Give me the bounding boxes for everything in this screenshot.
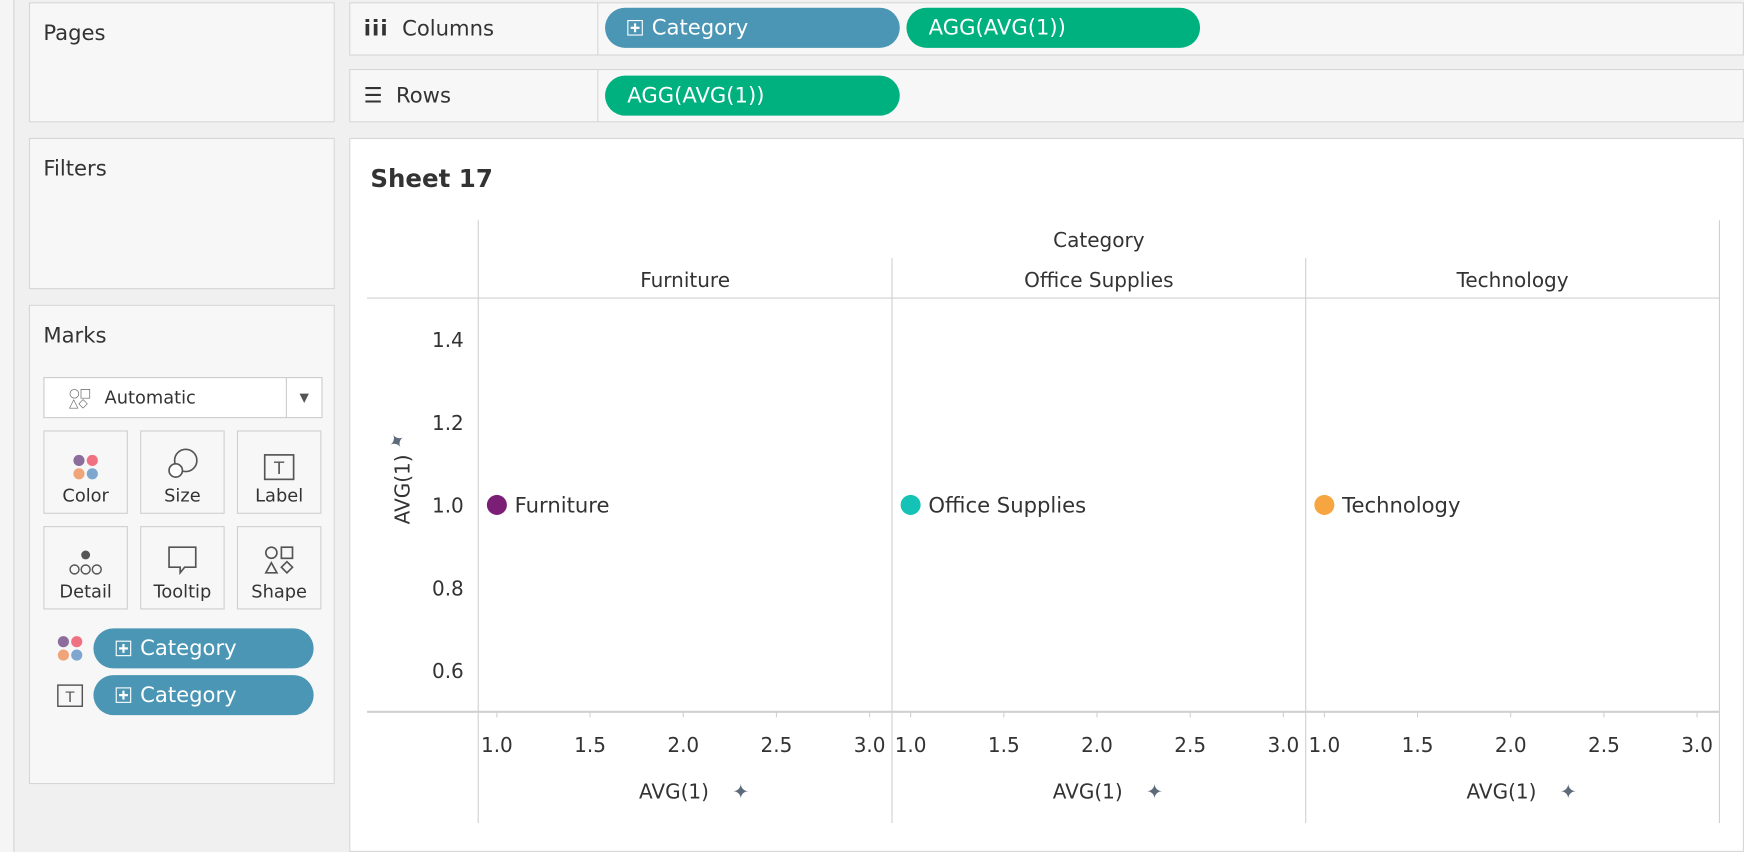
pill-label: Category <box>140 636 237 661</box>
columns-label: iii Columns <box>350 3 599 55</box>
label-category-pill[interactable]: Category <box>93 675 314 716</box>
detail-label: Detail <box>59 580 112 602</box>
columns-text: Columns <box>402 16 495 42</box>
rows-text: Rows <box>395 83 451 108</box>
pill-label: AGG(AVG(1)) <box>928 15 1066 41</box>
color-icon <box>57 635 84 666</box>
expand-icon <box>627 20 643 36</box>
detail-card[interactable]: Detail <box>43 526 128 610</box>
filters-title: Filters <box>43 156 107 182</box>
size-card[interactable]: Size <box>140 430 225 514</box>
columns-category-pill[interactable]: Category <box>605 7 900 48</box>
rows-icon: ☰ <box>363 83 383 108</box>
shapes-icon: ○□ △◇ <box>68 385 92 410</box>
color-category-pill[interactable]: Category <box>93 628 314 669</box>
tooltip-icon <box>141 527 223 576</box>
marks-title: Marks <box>43 323 107 349</box>
columns-shelf[interactable]: iii Columns Category AGG(AVG(1)) <box>349 2 1744 56</box>
svg-text:T: T <box>65 690 75 706</box>
text-icon: T <box>238 432 320 481</box>
pill-label: AGG(AVG(1)) <box>627 83 765 108</box>
expand-icon <box>115 640 132 657</box>
color-card[interactable]: Color <box>43 430 128 514</box>
label-card[interactable]: T Label <box>236 430 322 514</box>
rows-label: ☰ Rows <box>350 70 599 122</box>
rows-measure-pill[interactable]: AGG(AVG(1)) <box>605 75 900 116</box>
detail-icon <box>44 527 126 576</box>
filters-shelf[interactable]: Filters <box>28 137 335 290</box>
tooltip-card[interactable]: Tooltip <box>140 526 225 610</box>
color-label: Color <box>62 484 109 507</box>
mark-type-value: Automatic <box>104 387 196 409</box>
left-strip <box>0 0 15 852</box>
expand-icon <box>115 687 132 703</box>
sheet-title: Sheet 17 <box>370 165 493 194</box>
rows-shelf[interactable]: ☰ Rows AGG(AVG(1)) <box>349 68 1744 123</box>
color-icon <box>44 432 126 481</box>
pages-title: Pages <box>43 21 106 46</box>
tooltip-label: Tooltip <box>153 580 212 602</box>
marks-card: Marks ○□ △◇ Automatic ▼ Color Size T Label… <box>28 304 335 785</box>
label-icon: T <box>57 684 86 713</box>
label-label: Label <box>255 484 304 507</box>
pill-label: Category <box>140 682 237 708</box>
sheet-view: Sheet 17 <box>349 137 1744 852</box>
size-label: Size <box>164 484 201 507</box>
svg-text:T: T <box>273 459 285 478</box>
shape-label: Shape <box>251 580 308 602</box>
size-icon <box>141 432 223 481</box>
columns-icon: iii <box>363 16 389 42</box>
mark-type-dropdown[interactable]: ○□ △◇ Automatic ▼ <box>43 377 323 419</box>
pill-label: Category <box>651 15 749 41</box>
chevron-down-icon[interactable]: ▼ <box>285 378 322 418</box>
shape-card[interactable]: Shape <box>236 526 322 610</box>
pages-shelf[interactable]: Pages <box>28 2 335 123</box>
columns-measure-pill[interactable]: AGG(AVG(1)) <box>906 7 1201 48</box>
shape-icon <box>238 527 320 576</box>
